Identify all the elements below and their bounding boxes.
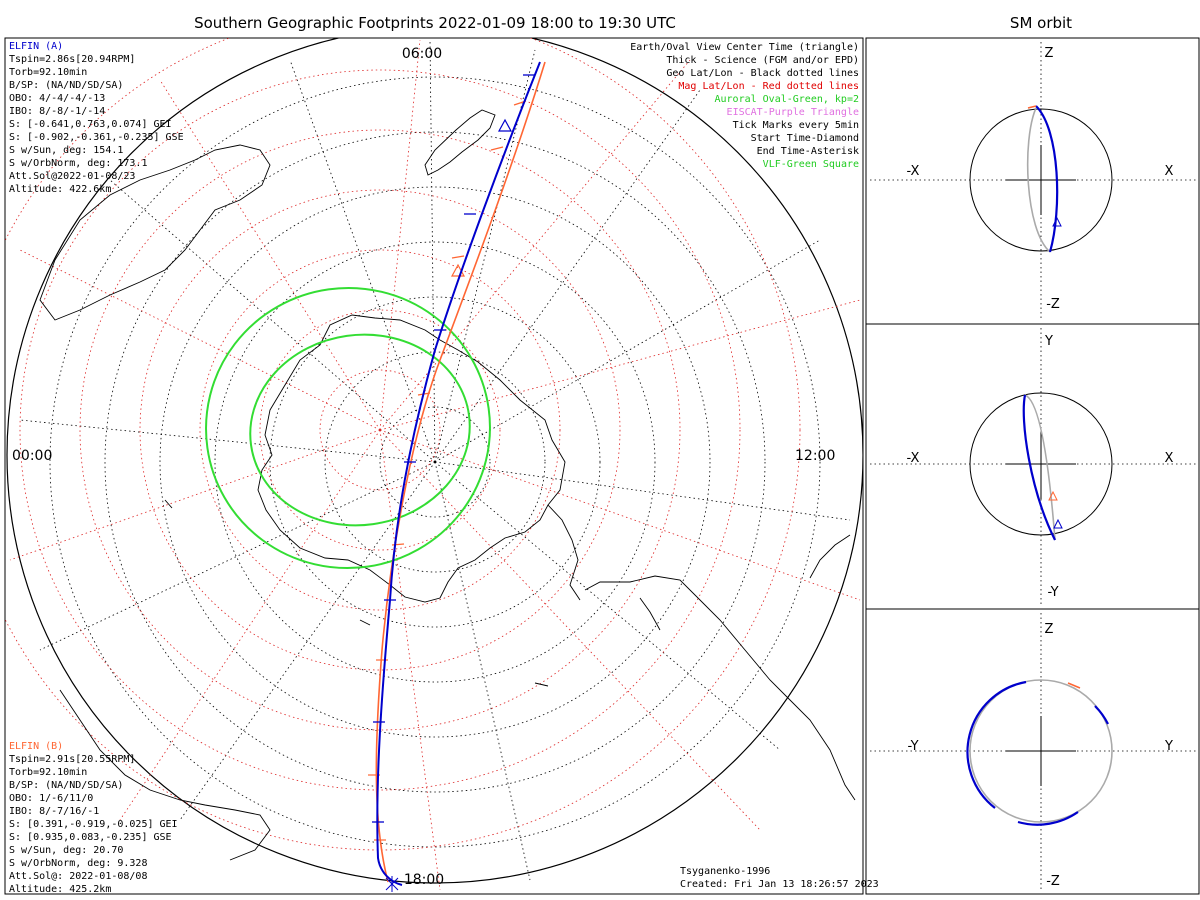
mag-latlon-grid [5,38,861,891]
legend-item: Earth/Oval View Center Time (triangle) [630,42,859,53]
axis-label-bottom: -Y [1047,585,1058,600]
axis-label-top: Y [1044,334,1053,349]
elfin-a-center-triangle [497,118,513,132]
elfin-a-line: IBO: 8/-8/-1/-14 [9,106,105,117]
clock-label-top: 06:00 [402,46,442,62]
elfin-b-line: Att.Sol@: 2022-01-08/08 [9,871,147,882]
axis-label-right: X [1165,451,1174,466]
created-timestamp: Created: Fri Jan 13 18:26:57 2023 [680,879,879,890]
axis-label-right: X [1165,164,1174,179]
elfin-b-line: S w/Sun, deg: 20.70 [9,845,123,856]
clock-label-bottom: 18:00 [404,872,444,888]
legend-item: Geo Lat/Lon - Black dotted lines [666,68,859,79]
elfin-b-line: IBO: 8/-7/16/-1 [9,806,99,817]
elfin-b-line: OBO: 1/-6/11/0 [9,793,93,804]
elfin-a-line: Att.Sol@2022-01-08/23 [9,171,135,182]
elfin-a-line: Altitude: 422.6km [9,184,111,195]
legend-item: End Time-Asterisk [757,146,859,157]
elfin-b-line: B/SP: (NA/ND/SD/SA) [9,780,123,791]
legend-item: Auroral Oval-Green, kp=2 [715,94,860,105]
coastlines [39,109,856,861]
elfin-b-line: Altitude: 425.2km [9,884,111,895]
elfin-a-name: ELFIN (A) [9,41,63,52]
elfin-a-line: Torb=92.10min [9,67,87,78]
legend-item: Thick - Science (FGM and/or EPD) [666,55,859,66]
clock-label-right: 12:00 [795,448,835,464]
axis-label-top: Z [1045,46,1054,61]
map-legend: Earth/Oval View Center Time (triangle) T… [630,42,859,170]
legend-item: Mag Lat/Lon - Red dotted lines [678,81,859,92]
clock-label-left: 00:00 [12,448,52,464]
orbit-panel-xy: Y -Y -X X [870,328,1196,605]
elfin-a-line: S: [-0.641,0.763,0.074] GEI [9,119,172,130]
elfin-b-line: S: [0.391,-0.919,-0.025] GEI [9,819,178,830]
elfin-b-name: ELFIN (B) [9,741,63,752]
orbit-panel-yz: Z -Z -Y Y [870,613,1196,892]
elfin-b-line: Torb=92.10min [9,767,87,778]
axis-label-bottom: -Z [1046,297,1060,312]
orbit-panel-xz: Z -Z -X X [870,42,1196,320]
polar-map: 06:00 00:00 12:00 18:00 ELFIN (A) Tspin=… [4,37,879,895]
legend-item: Start Time-Diamond [751,133,859,144]
elfin-a-info: ELFIN (A) Tspin=2.86s[20.94RPM] Torb=92.… [9,41,184,195]
axis-label-left: -X [907,451,920,466]
model-name: Tsyganenko-1996 [680,866,770,877]
axis-label-top: Z [1045,622,1054,637]
axis-label-left: -X [907,164,920,179]
sm-orbit-panels: Z -Z -X X Y -Y -X X [865,37,1200,895]
main-title: Southern Geographic Footprints 2022-01-0… [194,14,676,32]
elfin-a-line: OBO: 4/-4/-4/-13 [9,93,105,104]
elfin-a-line: B/SP: (NA/ND/SD/SA) [9,80,123,91]
geo-latlon-grid [19,39,851,881]
elfin-a-line: S w/OrbNorm, deg: 173.1 [9,158,147,169]
elfin-b-line: S: [0.935,0.083,-0.235] GSE [9,832,172,843]
elfin-b-info: ELFIN (B) Tspin=2.91s[20.55RPM] Torb=92.… [9,741,178,895]
orbit-title: SM orbit [1010,14,1072,32]
elfin-b-line: S w/OrbNorm, deg: 9.328 [9,858,147,869]
globe-outline [6,38,863,884]
legend-item: EISCAT-Purple Triangle [727,107,859,118]
axis-label-bottom: -Z [1046,874,1060,889]
elfin-a-line: S: [-0.902,-0.361,-0.235] GSE [9,132,184,143]
elfin-a-track [372,61,541,892]
axis-label-right: Y [1164,739,1173,754]
legend-item: VLF-Green Square [763,159,859,170]
elfin-b-line: Tspin=2.91s[20.55RPM] [9,754,135,765]
orbit-frame [865,37,1200,895]
axis-label-left: -Y [907,739,918,754]
elfin-a-end-asterisk [385,876,399,892]
auroral-oval [205,286,491,570]
credits: Tsyganenko-1996 Created: Fri Jan 13 18:2… [680,866,879,890]
legend-item: Tick Marks every 5min [733,120,859,131]
elfin-a-line: S w/Sun, deg: 154.1 [9,145,123,156]
elfin-a-line: Tspin=2.86s[20.94RPM] [9,54,135,65]
